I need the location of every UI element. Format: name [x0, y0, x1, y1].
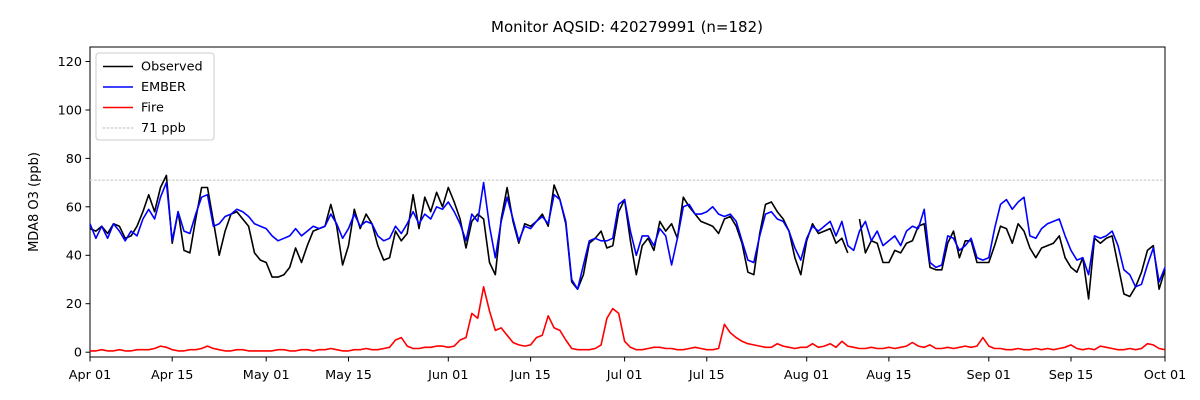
x-tick-label: Jul 15 [688, 368, 725, 383]
legend-label-threshold: 71 ppb [141, 121, 186, 136]
y-tick-label: 40 [66, 249, 82, 264]
legend-label-observed: Observed [141, 60, 203, 75]
x-tick-label: Apr 15 [151, 368, 194, 383]
x-tick-label: Apr 01 [69, 368, 112, 383]
y-tick-label: 0 [74, 346, 82, 361]
y-tick-label: 20 [66, 297, 82, 312]
series-line-observed [89, 174, 849, 291]
x-tick-label: Sep 01 [966, 368, 1010, 383]
series-line-fire [90, 285, 1166, 352]
legend-label-ember: EMBER [141, 80, 186, 95]
series-line-observed [858, 218, 1166, 300]
series-line-ember [89, 181, 1166, 291]
legend-entry-ember: EMBER [103, 80, 186, 95]
legend: Observed EMBER Fire 71 ppb [95, 52, 215, 141]
legend-entry-fire: Fire [103, 101, 164, 116]
x-tick-label: May 01 [243, 368, 290, 383]
legend-box [95, 52, 215, 141]
y-tick-label: 120 [58, 55, 82, 70]
legend-entry-threshold: 71 ppb [102, 121, 186, 136]
x-tick-label: Jun 15 [509, 368, 550, 383]
y-tick-label: 60 [66, 200, 82, 215]
series-lines [89, 174, 1166, 352]
y-axis-label: MDA8 O3 (ppb) [27, 152, 42, 252]
x-tick-label: May 15 [325, 368, 372, 383]
legend-entry-observed: Observed [103, 60, 203, 75]
chart-title: Monitor AQSID: 420279991 (n=182) [491, 18, 763, 36]
x-tick-label: Aug 15 [866, 368, 911, 383]
y-tick-label: 100 [58, 103, 82, 118]
x-tick-label: Jul 01 [606, 368, 643, 383]
y-tick-label: 80 [66, 152, 82, 167]
x-tick-label: Oct 01 [1144, 368, 1186, 383]
x-tick-labels: Apr 01 Apr 15 May 01 May 15 Jun 01 Jun 1… [69, 368, 1186, 383]
x-tick-label: Sep 15 [1049, 368, 1093, 383]
x-tick-label: Jun 01 [427, 368, 468, 383]
y-tick-labels: 0 20 40 60 80 100 120 [58, 55, 82, 361]
x-tick-label: Aug 01 [784, 368, 829, 383]
plot-area [89, 46, 1166, 358]
legend-label-fire: Fire [141, 101, 164, 116]
tick-marks [85, 61, 1166, 362]
